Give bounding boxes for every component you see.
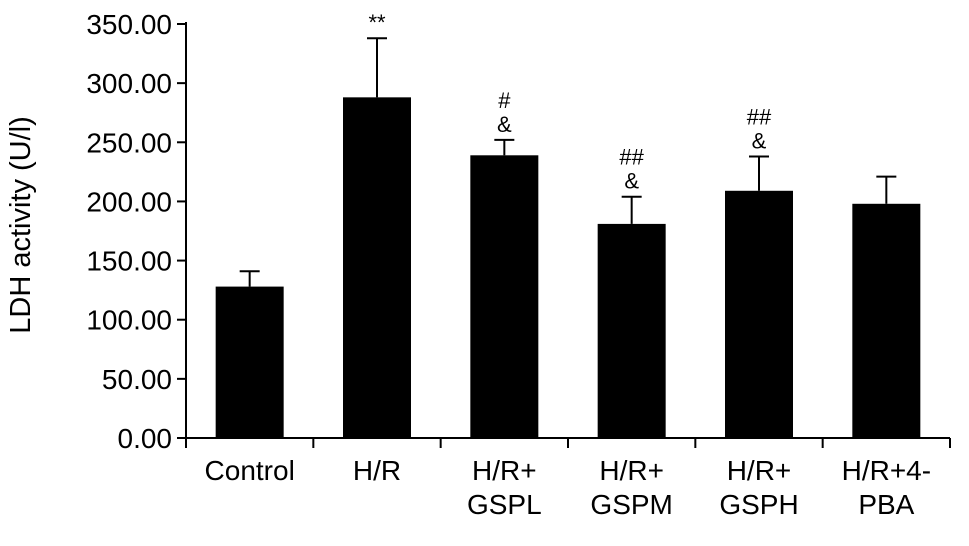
bar	[725, 190, 793, 438]
x-tick-label: GSPL	[467, 489, 542, 520]
x-tick-label: H/R+	[472, 455, 537, 486]
x-tick-label: GSPM	[590, 489, 672, 520]
x-tick-label: PBA	[858, 489, 914, 520]
x-tick-label: H/R+	[727, 455, 792, 486]
x-tick-label: Control	[205, 455, 295, 486]
significance-marker: ##	[619, 145, 644, 170]
bar	[470, 155, 539, 438]
bar	[215, 286, 284, 438]
y-tick-label: 250.00	[86, 127, 172, 158]
y-tick-label: 50.00	[102, 364, 172, 395]
significance-marker: &	[497, 112, 512, 137]
y-axis-title: LDH activity (U/l)	[5, 116, 37, 334]
significance-marker: ##	[747, 104, 772, 129]
y-tick-label: 100.00	[86, 305, 172, 336]
significance-marker: **	[368, 10, 386, 35]
bar	[852, 203, 921, 438]
significance-marker: #	[498, 88, 511, 113]
x-tick-label: H/R+4-	[842, 455, 931, 486]
x-tick-label: GSPH	[719, 489, 798, 520]
y-tick-label: 0.00	[118, 423, 173, 454]
y-tick-label: 300.00	[86, 68, 172, 99]
y-tick-label: 350.00	[86, 9, 172, 40]
significance-marker: &	[752, 128, 767, 153]
y-tick-label: 200.00	[86, 186, 172, 217]
y-tick-label: 150.00	[86, 246, 172, 277]
significance-marker: &	[624, 169, 639, 194]
x-tick-label: H/R	[353, 455, 401, 486]
x-tick-label: H/R+	[599, 455, 664, 486]
bar	[597, 223, 666, 438]
bar	[343, 97, 411, 438]
